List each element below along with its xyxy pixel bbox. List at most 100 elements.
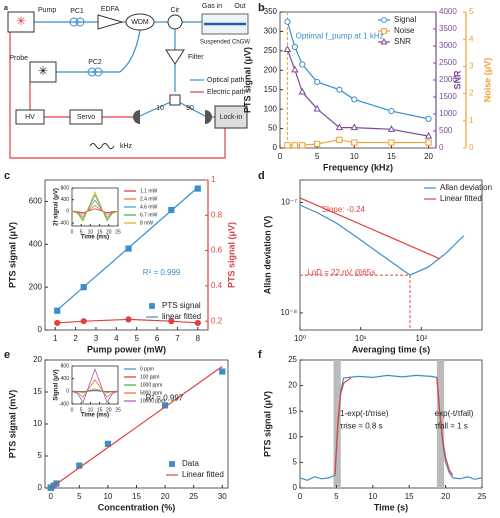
y-tick-label: 20 <box>33 355 42 364</box>
y2-tick-label: 2500 <box>439 58 457 67</box>
x-tick-label: 15 <box>97 229 103 235</box>
axis-title: SNR <box>452 70 462 90</box>
annotation: Optimal f_pump at 1 kHz <box>296 32 384 41</box>
label: Pump <box>38 7 56 14</box>
lock-in <box>214 105 248 129</box>
legend-label: linear fitted <box>162 312 201 321</box>
probe-laser <box>29 61 57 83</box>
y-tick-label: 0 <box>66 389 69 395</box>
y-tick-label: 200 <box>264 65 278 74</box>
x-tick-label: 25 <box>115 407 121 413</box>
x-tick-label: 5 <box>80 407 83 413</box>
label: 90 <box>186 105 194 112</box>
marker <box>298 87 306 95</box>
y2-tick-label: 1 <box>211 175 216 184</box>
y2-tick-label: 0.6 <box>211 246 223 255</box>
label: Suspended ChGW <box>200 40 250 46</box>
y3-tick-label: 0 <box>469 143 474 152</box>
x-tick-label: 5 <box>77 492 82 501</box>
marker <box>284 18 291 25</box>
legend-label: Linear fitted <box>182 470 224 479</box>
x-tick-label: 0 <box>71 407 74 413</box>
y2-tick-label: 0.2 <box>211 316 223 325</box>
marker <box>168 318 175 325</box>
x-tick-label: 25 <box>478 492 487 501</box>
circulator <box>167 14 183 30</box>
x-tick-label: 15 <box>132 492 141 501</box>
x-tick-label: 20 <box>106 407 112 413</box>
y-tick-label: 800 <box>61 363 70 369</box>
annotation: R² = 0.999 <box>143 268 181 277</box>
legend-marker <box>381 28 387 34</box>
y2-tick-label: 1000 <box>439 109 457 118</box>
series-line <box>299 197 440 260</box>
series-line <box>299 374 483 481</box>
label: EDFA <box>101 6 120 13</box>
x-tick-label: 10 <box>368 492 377 501</box>
x-tick-label: 30 <box>218 492 227 501</box>
y-tick-label: 0 <box>66 209 69 215</box>
y-tick-label: 400 <box>29 239 43 248</box>
y-tick-label: 100 <box>264 104 278 113</box>
label: Lock-in <box>220 114 243 121</box>
y2-tick-label: 4000 <box>439 7 457 16</box>
plot-frame <box>71 187 119 227</box>
sine-icon <box>89 143 115 149</box>
plot-frame <box>71 365 119 405</box>
axis-title: Averaging time (s) <box>352 344 430 354</box>
y-tick-label: 400 <box>61 197 70 203</box>
x-tick-label: 7 <box>175 334 180 343</box>
y-tick-label: 10⁻⁷ <box>281 198 297 207</box>
y-tick-label: 150 <box>264 85 278 94</box>
x-tick-label: 5 <box>80 229 83 235</box>
panel-label: a <box>4 5 8 12</box>
x-tick-label: 20 <box>424 152 433 161</box>
series-line <box>286 21 429 120</box>
x-tick-label: 10¹ <box>355 334 367 343</box>
panel-label: d <box>258 170 265 182</box>
x-tick-label: 15 <box>387 152 396 161</box>
y3-tick-label: 2 <box>469 89 474 98</box>
marker <box>336 86 343 93</box>
legend-label: SNR <box>394 37 411 46</box>
box <box>15 109 45 125</box>
y2-tick-label: 2000 <box>439 75 457 84</box>
y2-tick-label: 3500 <box>439 24 457 33</box>
legend-marker <box>380 38 388 45</box>
x-tick-label: 20 <box>106 229 112 235</box>
series-line <box>286 49 429 137</box>
marker <box>388 139 395 146</box>
y-tick-label: 10 <box>33 419 42 428</box>
coupler <box>169 94 181 106</box>
coil <box>69 17 79 27</box>
series-line <box>299 204 465 276</box>
label: Gas in <box>202 3 222 10</box>
x-tick-label: 0 <box>298 492 303 501</box>
axis-title: PTS signal (μV) <box>262 391 272 457</box>
y-tick-label: 15 <box>33 387 42 396</box>
panel-label: e <box>4 349 10 361</box>
series-line <box>71 199 119 218</box>
label: PC2 <box>88 59 102 66</box>
legend-label: 2.4 mW <box>140 196 158 202</box>
x-tick-label: 2 <box>73 334 78 343</box>
y-tick-label: 25 <box>288 355 297 364</box>
x-tick-label: 20 <box>161 492 170 501</box>
axis-title: Allan deviation (V) <box>262 216 272 295</box>
y-tick-label: 300 <box>264 27 278 36</box>
plot-frame <box>299 359 483 489</box>
axis-title: Signal (μV) <box>54 369 60 400</box>
marker <box>299 142 306 149</box>
legend-marker <box>149 303 155 309</box>
legend-label: 5000 ppm <box>140 390 162 396</box>
label: Probe <box>9 55 28 62</box>
y-tick-label: 5 <box>293 458 298 467</box>
panel-label: c <box>4 170 10 182</box>
legend-marker <box>381 17 387 23</box>
legend-label: PTS signal <box>162 301 201 310</box>
series-line <box>436 377 454 476</box>
y2-tick-label: 500 <box>439 126 453 135</box>
label: Filter <box>188 54 204 61</box>
annotation: τrise = 0.8 s <box>340 422 383 431</box>
x-tick-label: 3 <box>94 334 99 343</box>
